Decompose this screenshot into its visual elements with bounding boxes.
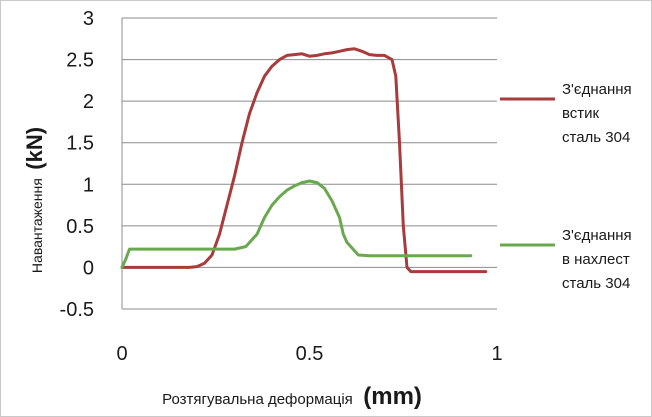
legend-label: встик [562, 105, 600, 122]
y-axis-unit: (kN) [22, 127, 47, 170]
series-lines [120, 47, 488, 274]
x-tick-label: 0.5 [296, 343, 324, 365]
y-tick-label: 2 [83, 91, 94, 113]
y-axis-ticks: 3 2.5 2 1.5 1 0.5 0 -0.5 [60, 8, 94, 321]
legend-label: сталь 304 [562, 129, 630, 146]
svg-text:Розтягувальна деформація: Розтягувальна деформація (mm) [162, 383, 422, 410]
legend-label: сталь 304 [562, 275, 630, 292]
legend: З'єднання встик сталь 304 З'єднання в нахлес… [500, 81, 632, 292]
legend-label: З'єднання [562, 227, 632, 244]
y-tick-label: 2.5 [66, 50, 94, 72]
y-axis-label: Навантаження (kN) [22, 127, 47, 273]
x-axis-title: Розтягувальна деформація [162, 391, 353, 408]
x-tick-label: 0 [116, 343, 127, 365]
x-axis-unit: (mm) [363, 383, 422, 410]
series-line-butt-joint [120, 47, 488, 274]
x-axis-label: Розтягувальна деформація (mm) [162, 383, 422, 410]
y-tick-label: 0.5 [66, 216, 94, 238]
x-axis-ticks: 0 0.5 1 [116, 343, 502, 365]
y-tick-label: 3 [83, 8, 94, 30]
y-tick-label: 0 [83, 257, 94, 279]
svg-text:Навантаження (kN): Навантаження (kN) [22, 127, 47, 273]
y-tick-label: 1.5 [66, 133, 94, 155]
legend-label: З'єднання [562, 81, 632, 98]
y-tick-label: 1 [83, 174, 94, 196]
y-axis-title: Навантаження [29, 178, 45, 273]
x-tick-label: 1 [491, 343, 502, 365]
legend-label: в нахлест [562, 251, 630, 268]
y-tick-label: -0.5 [60, 299, 94, 321]
gridlines [121, 17, 497, 310]
series-line-lap-joint [120, 179, 473, 269]
